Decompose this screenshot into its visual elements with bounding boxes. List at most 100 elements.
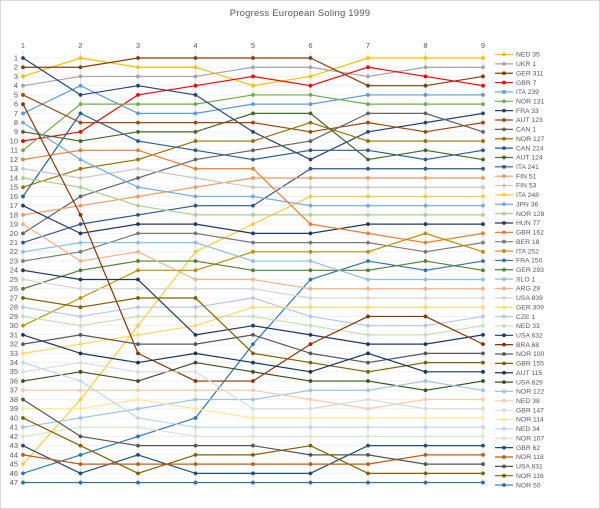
series-marker-jpn-36 bbox=[21, 120, 25, 125]
x-axis-label: 2 bbox=[78, 41, 82, 50]
series-marker-ukr-1 bbox=[193, 74, 198, 79]
y-axis-label: 43 bbox=[10, 441, 18, 450]
legend-label: GER 293 bbox=[516, 267, 544, 274]
legend-item: GBR 7 bbox=[495, 80, 537, 87]
series-marker-ger-293 bbox=[366, 268, 370, 273]
series-marker-fra-150 bbox=[193, 416, 198, 420]
legend-label: CAN 1 bbox=[516, 127, 536, 134]
series-marker-fra-150 bbox=[251, 342, 255, 347]
x-axis-label: 1 bbox=[21, 41, 25, 50]
legend-marker-dot bbox=[502, 136, 506, 141]
series-marker-gbr-155 bbox=[366, 369, 370, 374]
series-marker-nor-118 bbox=[193, 462, 198, 467]
series-marker-arg-29 bbox=[423, 286, 428, 291]
series-marker-ger-311 bbox=[308, 56, 313, 60]
legend-marker-dot bbox=[502, 408, 506, 413]
legend-label: NED 34 bbox=[516, 426, 540, 433]
series-marker-ned-33 bbox=[423, 333, 428, 337]
y-axis-label: 5 bbox=[14, 90, 18, 99]
series-marker-usa-831 bbox=[423, 462, 428, 467]
y-axis-label: 46 bbox=[10, 469, 18, 478]
series-marker-usa-831 bbox=[481, 462, 485, 467]
series-marker-gbr-62 bbox=[251, 471, 255, 476]
series-marker-ita-252 bbox=[21, 323, 25, 328]
series-marker-gbr-147 bbox=[193, 369, 198, 374]
series-marker-usa-632 bbox=[136, 277, 140, 282]
series-marker-ger-311 bbox=[21, 65, 25, 70]
series-marker-ita-241 bbox=[481, 166, 485, 171]
series-marker-gbr-62 bbox=[366, 443, 370, 448]
series-marker-usa-839 bbox=[308, 296, 313, 300]
legend-item: GBR 155 bbox=[495, 361, 544, 368]
series-marker-hun-77 bbox=[423, 222, 428, 227]
legend-marker-dot bbox=[502, 52, 506, 57]
series-marker-nor-100 bbox=[78, 333, 83, 337]
x-axis-label: 8 bbox=[423, 41, 427, 50]
series-marker-usa-839 bbox=[21, 277, 25, 282]
series-marker-fin-53 bbox=[481, 185, 485, 190]
legend-label: BER 18 bbox=[516, 239, 540, 246]
series-marker-ukr-1 bbox=[366, 74, 370, 79]
series-marker-can-224 bbox=[481, 148, 485, 153]
series-marker-ger-309 bbox=[78, 342, 83, 347]
legend-marker-dot bbox=[502, 80, 506, 85]
series-marker-ita-239 bbox=[193, 111, 198, 116]
series-marker-hun-77 bbox=[78, 231, 83, 236]
series-marker-gbr-7 bbox=[423, 74, 428, 79]
series-marker-gbr-147 bbox=[21, 369, 25, 374]
series-marker-nor-131 bbox=[481, 102, 485, 107]
series-marker-ned-35 bbox=[78, 56, 83, 60]
y-axis-label: 19 bbox=[10, 220, 18, 229]
series-marker-fin-53 bbox=[21, 166, 25, 171]
series-marker-nor-50 bbox=[423, 480, 428, 485]
series-marker-aut-123 bbox=[21, 93, 25, 97]
y-axis-label: 20 bbox=[10, 229, 18, 238]
legend-label: NOR 131 bbox=[516, 99, 545, 106]
series-marker-aut-123 bbox=[136, 120, 140, 125]
series-marker-nor-107 bbox=[423, 434, 428, 439]
legend-marker-dot bbox=[502, 370, 506, 375]
legend-marker-dot bbox=[502, 249, 506, 253]
y-axis-label: 31 bbox=[10, 330, 18, 339]
series-marker-aut-124 bbox=[423, 148, 428, 153]
legend-marker-dot bbox=[502, 342, 506, 347]
series-marker-fin-53 bbox=[423, 185, 428, 190]
series-marker-fra-33 bbox=[21, 56, 25, 60]
series-marker-ita-241 bbox=[423, 166, 428, 171]
series-marker-cze-1 bbox=[78, 314, 83, 319]
series-marker-can-1 bbox=[481, 129, 485, 134]
legend-label: AUT 123 bbox=[516, 117, 543, 124]
legend-item: ITA 239 bbox=[495, 89, 539, 96]
series-marker-ned-34 bbox=[423, 425, 428, 430]
series-marker-ger-311 bbox=[251, 56, 255, 60]
y-axis-label: 21 bbox=[10, 238, 18, 247]
series-marker-slo-1 bbox=[481, 277, 485, 282]
series-marker-ita-239 bbox=[251, 102, 255, 107]
series-marker-ita-239 bbox=[136, 111, 140, 116]
legend-label: USA 829 bbox=[516, 379, 543, 386]
y-axis-label: 10 bbox=[10, 136, 18, 145]
series-marker-slo-1 bbox=[423, 277, 428, 282]
series-marker-aut-115 bbox=[21, 333, 25, 337]
series-marker-can-1 bbox=[21, 231, 25, 236]
legend-item: ITA 241 bbox=[495, 164, 539, 171]
y-axis-label: 28 bbox=[10, 303, 18, 312]
series-marker-ned-34 bbox=[193, 425, 198, 430]
legend-label: NED 38 bbox=[516, 398, 540, 405]
series-marker-usa-829 bbox=[21, 379, 25, 383]
series-marker-ita-252 bbox=[308, 249, 313, 254]
series-marker-nor-114 bbox=[136, 397, 140, 402]
series-marker-fra-33 bbox=[251, 129, 255, 134]
series-marker-fra-150 bbox=[78, 452, 83, 457]
series-marker-aut-124 bbox=[193, 129, 198, 134]
series-marker-fra-33 bbox=[481, 111, 485, 116]
series-marker-nor-116 bbox=[193, 452, 198, 457]
series-marker-fin-51 bbox=[193, 185, 198, 190]
legend-item: CAN 1 bbox=[495, 127, 536, 134]
legend-item: NOR 116 bbox=[495, 473, 544, 480]
series-marker-jpn-36 bbox=[308, 203, 313, 208]
series-marker-nor-116 bbox=[366, 471, 370, 476]
series-marker-nor-116 bbox=[78, 443, 83, 448]
series-marker-slo-1 bbox=[251, 259, 255, 263]
y-axis-label: 26 bbox=[10, 284, 18, 293]
